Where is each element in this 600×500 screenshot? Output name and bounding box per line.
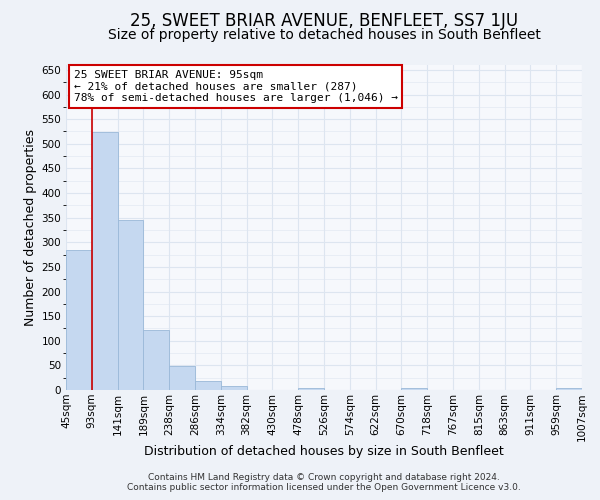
Text: Contains HM Land Registry data © Crown copyright and database right 2024.
Contai: Contains HM Land Registry data © Crown c… bbox=[127, 473, 521, 492]
Bar bbox=[401, 388, 427, 390]
Bar bbox=[556, 388, 582, 390]
Text: Size of property relative to detached houses in South Benfleet: Size of property relative to detached ho… bbox=[107, 28, 541, 42]
Y-axis label: Number of detached properties: Number of detached properties bbox=[24, 129, 37, 326]
Bar bbox=[143, 330, 169, 390]
Bar bbox=[92, 132, 118, 390]
X-axis label: Distribution of detached houses by size in South Benfleet: Distribution of detached houses by size … bbox=[144, 446, 504, 458]
Bar bbox=[169, 366, 195, 390]
Bar bbox=[118, 220, 143, 390]
Text: 25, SWEET BRIAR AVENUE, BENFLEET, SS7 1JU: 25, SWEET BRIAR AVENUE, BENFLEET, SS7 1J… bbox=[130, 12, 518, 30]
Bar bbox=[195, 380, 221, 390]
Bar bbox=[221, 386, 247, 390]
Bar bbox=[66, 250, 92, 390]
Text: 25 SWEET BRIAR AVENUE: 95sqm
← 21% of detached houses are smaller (287)
78% of s: 25 SWEET BRIAR AVENUE: 95sqm ← 21% of de… bbox=[74, 70, 398, 103]
Bar bbox=[298, 388, 324, 390]
